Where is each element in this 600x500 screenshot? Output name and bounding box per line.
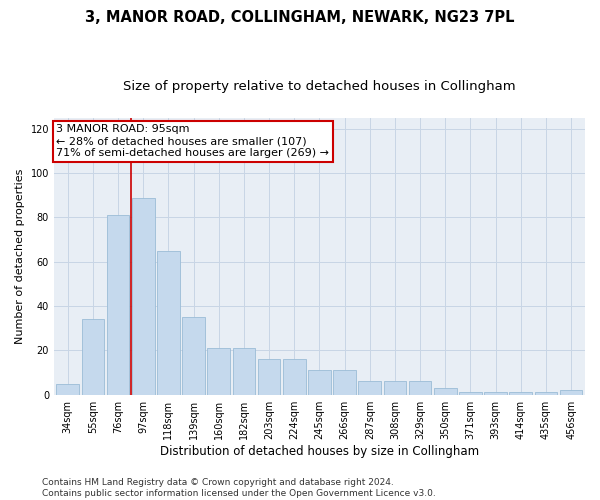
Bar xyxy=(459,392,482,394)
Bar xyxy=(383,382,406,394)
Bar xyxy=(308,370,331,394)
Bar xyxy=(208,348,230,395)
Title: Size of property relative to detached houses in Collingham: Size of property relative to detached ho… xyxy=(123,80,516,93)
Bar xyxy=(182,317,205,394)
Bar xyxy=(132,198,155,394)
Bar xyxy=(484,392,507,394)
Bar xyxy=(82,320,104,394)
Bar xyxy=(358,382,381,394)
Bar xyxy=(283,360,305,394)
Bar xyxy=(434,388,457,394)
Bar xyxy=(409,382,431,394)
Bar xyxy=(107,216,130,394)
Text: 3 MANOR ROAD: 95sqm
← 28% of detached houses are smaller (107)
71% of semi-detac: 3 MANOR ROAD: 95sqm ← 28% of detached ho… xyxy=(56,124,329,158)
X-axis label: Distribution of detached houses by size in Collingham: Distribution of detached houses by size … xyxy=(160,444,479,458)
Bar xyxy=(334,370,356,394)
Bar xyxy=(535,392,557,394)
Y-axis label: Number of detached properties: Number of detached properties xyxy=(15,168,25,344)
Text: 3, MANOR ROAD, COLLINGHAM, NEWARK, NG23 7PL: 3, MANOR ROAD, COLLINGHAM, NEWARK, NG23 … xyxy=(85,10,515,25)
Bar xyxy=(560,390,583,394)
Bar xyxy=(56,384,79,394)
Bar xyxy=(258,360,280,394)
Bar xyxy=(233,348,255,395)
Bar xyxy=(509,392,532,394)
Bar xyxy=(157,250,180,394)
Text: Contains HM Land Registry data © Crown copyright and database right 2024.
Contai: Contains HM Land Registry data © Crown c… xyxy=(42,478,436,498)
